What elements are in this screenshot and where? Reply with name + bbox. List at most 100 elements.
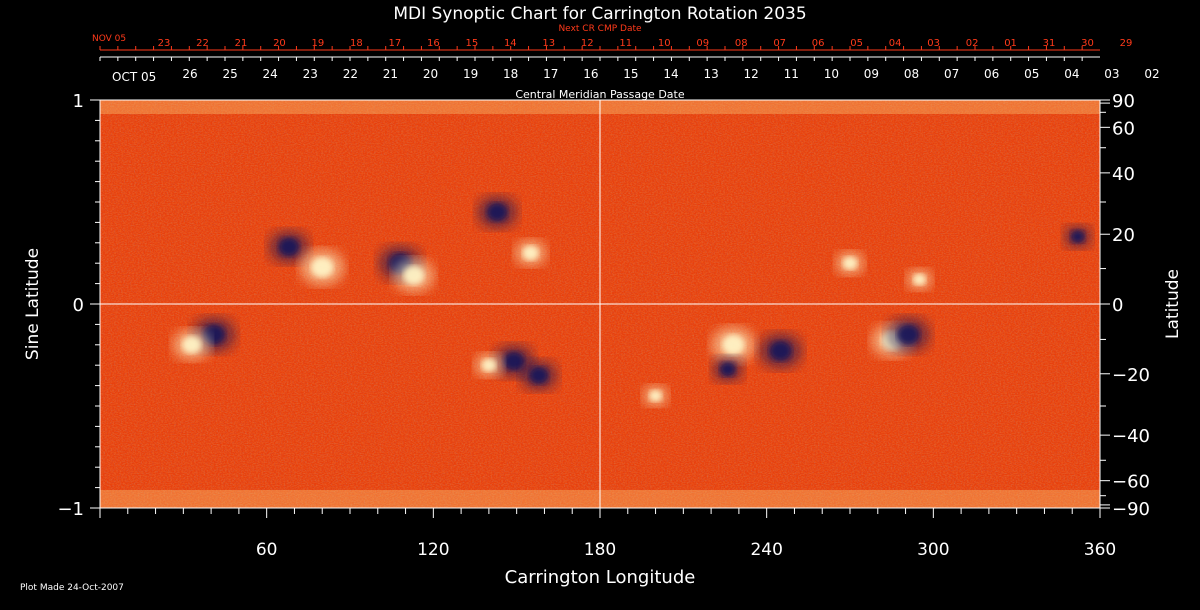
cmp-tick-label: 05	[1024, 67, 1039, 81]
right-y-tick-label: 40	[1112, 164, 1135, 185]
right-y-tick-label: 90	[1112, 91, 1135, 112]
flux-region-core	[1070, 230, 1085, 244]
x-tick-label: 240	[750, 540, 782, 560]
cmp-tick-label: 08	[904, 67, 919, 81]
next-cr-axis-title: Next CR CMP Date	[558, 24, 642, 34]
right-y-tick-label: 0	[1112, 295, 1123, 316]
cmp-tick-label: 07	[944, 67, 959, 81]
cmp-tick-label: 15	[623, 67, 638, 81]
cmp-tick-label: 25	[222, 67, 237, 81]
cmp-tick-label: 03	[1104, 67, 1119, 81]
flux-region-core	[769, 340, 792, 361]
next-cr-tick-label: 01	[1004, 38, 1017, 49]
next-cr-tick-label: 14	[504, 38, 517, 49]
cmp-tick-label: 14	[663, 67, 678, 81]
x-tick-label: 120	[417, 540, 449, 560]
next-cr-tick-label: 17	[389, 38, 402, 49]
cmp-tick-label: 22	[343, 67, 358, 81]
flux-region-core	[278, 237, 300, 257]
cmp-month-label: OCT 05	[112, 70, 156, 84]
cmp-tick-label: 04	[1064, 67, 1079, 81]
cmp-tick-label: 02	[1144, 67, 1159, 81]
next-cr-tick-label: 30	[1081, 38, 1094, 49]
x-tick-label: 180	[584, 540, 616, 560]
next-cr-tick-label: 16	[427, 38, 440, 49]
cmp-tick-label: 19	[463, 67, 478, 81]
flux-region-core	[481, 358, 497, 372]
cmp-tick-label: 09	[864, 67, 879, 81]
next-cr-tick-label: 03	[927, 38, 940, 49]
next-cr-tick-label: 07	[773, 38, 786, 49]
cmp-tick-label: 24	[263, 67, 278, 81]
next-cr-tick-label: 10	[658, 38, 671, 49]
cmp-tick-label: 12	[744, 67, 759, 81]
flux-region-core	[649, 390, 662, 402]
cmp-tick-label: 20	[423, 67, 438, 81]
cmp-tick-label: 23	[303, 67, 318, 81]
next-cr-ticks: 23 22 21 20 19 18 17 16 15 14 13 12 11 10 09 08 07 06 05 04…	[99, 38, 1133, 50]
flux-region-core	[311, 257, 334, 278]
next-cr-tick-label: 29	[1120, 38, 1133, 49]
active-regions	[172, 195, 1093, 407]
x-tick-label: 360	[1084, 540, 1116, 560]
next-cr-tick-label: 12	[581, 38, 594, 49]
flux-region-core	[529, 366, 549, 384]
next-cr-tick-label: 13	[542, 38, 555, 49]
right-y-tick-label: 60	[1112, 118, 1135, 139]
flux-region-core	[403, 266, 425, 285]
left-y-axis-label: Sine Latitude	[23, 248, 43, 360]
next-cr-tick-label: 06	[812, 38, 825, 49]
right-y-tick-label: −60	[1112, 472, 1150, 493]
next-cr-tick-label: 09	[696, 38, 709, 49]
left-y-tick-label: 0	[73, 295, 84, 316]
flux-region-core	[913, 273, 926, 286]
next-cr-tick-label: 21	[235, 38, 248, 49]
right-y-tick-label: −40	[1112, 426, 1150, 447]
next-cr-tick-label: 23	[158, 38, 171, 49]
right-y-tick-label: −90	[1112, 499, 1150, 520]
flux-region-core	[182, 336, 202, 354]
cmp-tick-label: 13	[703, 67, 718, 81]
x-tick-label: 60	[256, 540, 278, 560]
x-axis-label: Carrington Longitude	[505, 567, 696, 588]
next-cr-tick-label: 02	[966, 38, 979, 49]
plot-made-note: Plot Made 24-Oct-2007	[20, 583, 124, 593]
next-cr-tick-label: 20	[273, 38, 286, 49]
cmp-tick-label: 21	[383, 67, 398, 81]
cmp-tick-label: 10	[824, 67, 839, 81]
cmp-ticks: 26 25 24 23 22 21 20 19 18 17 16 15 14 13 12 11 10 09 08 07…	[99, 57, 1160, 81]
next-cr-tick-label: 11	[619, 38, 632, 49]
flux-region-core	[486, 202, 508, 222]
flux-region-core	[522, 245, 539, 261]
next-cr-month-label: NOV 05	[92, 34, 126, 44]
flux-region-core	[897, 324, 920, 345]
next-cr-tick-label: 19	[312, 38, 325, 49]
left-y-tick-label: −1	[57, 499, 84, 520]
cmp-tick-label: 26	[182, 67, 197, 81]
right-y-axis-ticks: 90 60 40 20 0 −20 −40 −60 −90	[1100, 91, 1150, 520]
chart-title: MDI Synoptic Chart for Carrington Rotati…	[393, 4, 806, 24]
next-cr-tick-label: 18	[350, 38, 363, 49]
next-cr-tick-label: 08	[735, 38, 748, 49]
left-y-axis-ticks: 1 0 −1	[57, 91, 100, 520]
cmp-tick-label: 06	[984, 67, 999, 81]
right-y-tick-label: −20	[1112, 365, 1150, 386]
cmp-tick-label: 16	[583, 67, 598, 81]
cmp-tick-label: 17	[543, 67, 558, 81]
next-cr-tick-label: 22	[196, 38, 209, 49]
cmp-tick-label: 11	[784, 67, 799, 81]
cmp-tick-label: 18	[503, 67, 518, 81]
x-axis-ticks: 60 120 180 240 300 360	[99, 508, 1116, 560]
flux-region-core	[719, 362, 736, 377]
right-y-tick-label: 20	[1112, 225, 1135, 246]
next-cr-tick-label: 05	[850, 38, 863, 49]
flux-region-core	[722, 334, 745, 355]
x-tick-label: 300	[917, 540, 949, 560]
cmp-axis-title: Central Meridian Passage Date	[515, 88, 684, 101]
next-cr-tick-label: 31	[1043, 38, 1056, 49]
next-cr-tick-label: 15	[465, 38, 478, 49]
left-y-tick-label: 1	[73, 91, 84, 112]
flux-region-core	[842, 256, 858, 270]
right-y-axis-label: Latitude	[1163, 269, 1183, 339]
